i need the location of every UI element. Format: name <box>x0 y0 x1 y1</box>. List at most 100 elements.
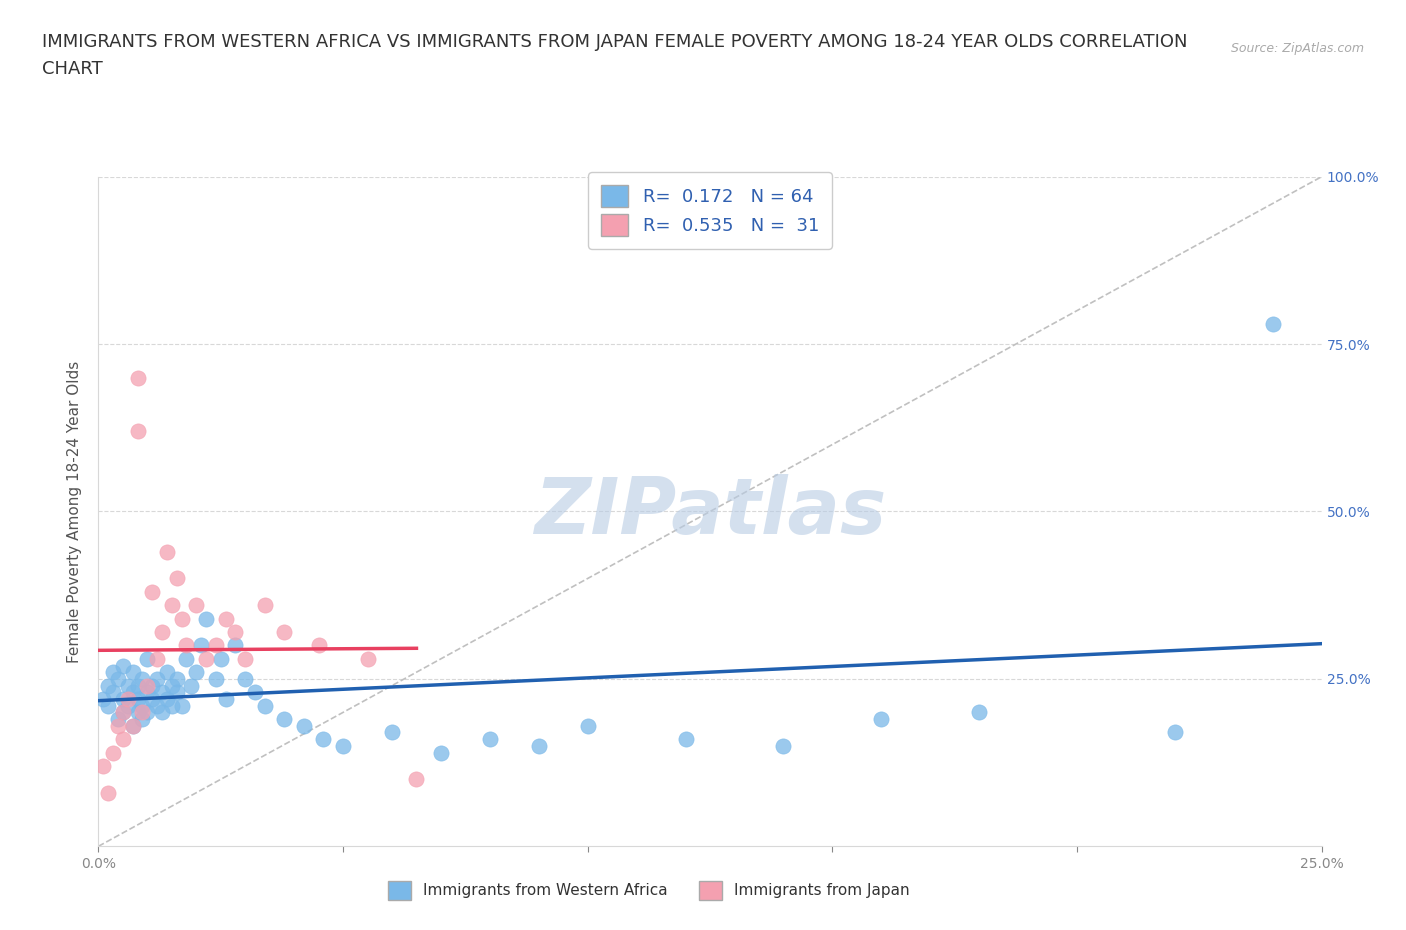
Point <box>91 692 114 707</box>
Point <box>478 732 501 747</box>
Point <box>160 698 183 713</box>
Point <box>141 692 163 707</box>
Point <box>111 705 134 720</box>
Point <box>111 732 134 747</box>
Point <box>97 678 120 693</box>
Point <box>209 651 232 666</box>
Point <box>356 651 378 666</box>
Point <box>273 625 295 640</box>
Point <box>150 705 173 720</box>
Point <box>273 711 295 726</box>
Point <box>430 745 453 760</box>
Point <box>576 718 599 733</box>
Point <box>156 544 179 559</box>
Point <box>186 598 208 613</box>
Point <box>224 625 246 640</box>
Text: Source: ZipAtlas.com: Source: ZipAtlas.com <box>1230 42 1364 55</box>
Point <box>121 665 143 680</box>
Point <box>170 611 193 626</box>
Point <box>146 671 169 686</box>
Point <box>1261 316 1284 331</box>
Point <box>117 698 139 713</box>
Point <box>127 370 149 385</box>
Point <box>870 711 893 726</box>
Point <box>131 698 153 713</box>
Legend: Immigrants from Western Africa, Immigrants from Japan: Immigrants from Western Africa, Immigran… <box>382 875 915 906</box>
Point <box>111 705 134 720</box>
Point <box>205 638 228 653</box>
Point <box>527 738 550 753</box>
Point <box>121 684 143 699</box>
Point <box>381 725 404 740</box>
Point <box>107 718 129 733</box>
Point <box>332 738 354 753</box>
Point <box>233 671 256 686</box>
Point <box>214 692 236 707</box>
Point <box>97 785 120 800</box>
Point <box>136 651 159 666</box>
Point <box>131 711 153 726</box>
Point <box>121 718 143 733</box>
Point <box>772 738 794 753</box>
Point <box>176 638 198 653</box>
Point <box>101 665 124 680</box>
Point <box>127 705 149 720</box>
Point <box>136 678 159 693</box>
Point <box>405 772 427 787</box>
Point <box>117 678 139 693</box>
Point <box>131 671 153 686</box>
Point <box>146 651 169 666</box>
Point <box>136 684 159 699</box>
Point <box>1164 725 1187 740</box>
Text: CHART: CHART <box>42 60 103 78</box>
Point <box>166 684 188 699</box>
Point <box>186 665 208 680</box>
Point <box>121 718 143 733</box>
Point <box>195 611 218 626</box>
Y-axis label: Female Poverty Among 18-24 Year Olds: Female Poverty Among 18-24 Year Olds <box>67 361 83 663</box>
Point <box>107 711 129 726</box>
Point <box>224 638 246 653</box>
Point <box>166 571 188 586</box>
Point <box>292 718 315 733</box>
Point <box>253 598 276 613</box>
Text: IMMIGRANTS FROM WESTERN AFRICA VS IMMIGRANTS FROM JAPAN FEMALE POVERTY AMONG 18-: IMMIGRANTS FROM WESTERN AFRICA VS IMMIGR… <box>42 33 1188 50</box>
Point <box>127 424 149 439</box>
Point <box>205 671 228 686</box>
Point <box>160 598 183 613</box>
Point <box>233 651 256 666</box>
Point <box>146 698 169 713</box>
Point <box>675 732 697 747</box>
Point <box>150 684 173 699</box>
Point <box>214 611 236 626</box>
Point <box>127 678 149 693</box>
Point <box>141 678 163 693</box>
Point <box>166 671 188 686</box>
Point <box>967 705 990 720</box>
Point <box>117 692 139 707</box>
Point <box>101 745 124 760</box>
Point <box>141 584 163 599</box>
Point <box>170 698 193 713</box>
Point <box>150 625 173 640</box>
Point <box>136 705 159 720</box>
Point <box>111 658 134 673</box>
Point <box>180 678 202 693</box>
Point <box>190 638 212 653</box>
Point <box>312 732 335 747</box>
Point <box>97 698 120 713</box>
Point <box>176 651 198 666</box>
Point <box>308 638 330 653</box>
Point <box>111 692 134 707</box>
Point <box>107 671 129 686</box>
Point <box>243 684 266 699</box>
Point <box>156 692 179 707</box>
Point <box>156 665 179 680</box>
Point <box>160 678 183 693</box>
Point <box>91 759 114 774</box>
Text: ZIPatlas: ZIPatlas <box>534 473 886 550</box>
Point <box>195 651 218 666</box>
Point <box>253 698 276 713</box>
Point <box>127 692 149 707</box>
Point <box>101 684 124 699</box>
